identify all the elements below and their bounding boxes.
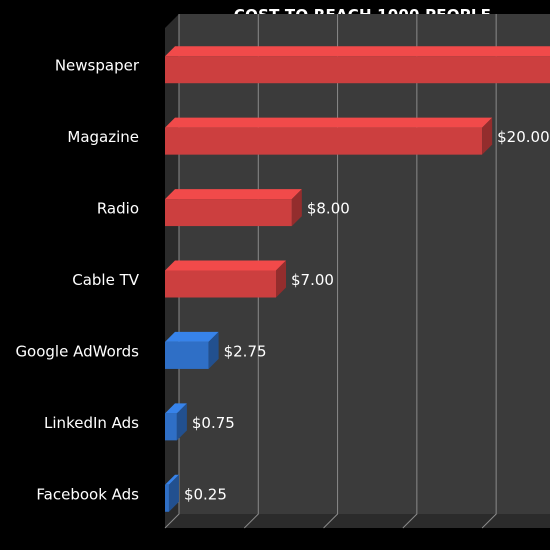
bar-top — [165, 117, 493, 128]
bar — [165, 260, 286, 298]
bar-top — [165, 331, 219, 342]
bar-end — [291, 189, 302, 227]
bar-front — [165, 199, 292, 227]
bar-top — [165, 46, 550, 57]
data-label: $0.75 — [192, 414, 235, 432]
data-label: $0.25 — [184, 485, 227, 503]
gridline — [323, 14, 339, 529]
bar-front — [165, 413, 177, 441]
bar — [165, 474, 179, 512]
bar-top — [165, 403, 187, 414]
category-label: Radio — [97, 200, 139, 218]
bar-end — [482, 117, 493, 155]
bar — [165, 117, 493, 155]
gridline — [481, 14, 497, 529]
category-label: Facebook Ads — [36, 485, 139, 503]
bar-front — [165, 270, 276, 298]
gridline — [164, 14, 180, 529]
category-label: Newspaper — [55, 57, 140, 75]
bar-front — [165, 341, 209, 369]
data-label: $2.75 — [224, 342, 267, 360]
gridline — [243, 14, 259, 529]
data-label: $20.00 — [497, 128, 549, 146]
gridlines — [164, 14, 497, 529]
category-label: Google AdWords — [15, 342, 139, 360]
bars — [165, 46, 550, 512]
bar-top — [165, 474, 179, 485]
bar-front — [165, 127, 483, 155]
category-label: LinkedIn Ads — [44, 414, 139, 432]
bar — [165, 403, 187, 441]
plot-floor — [165, 514, 550, 528]
data-label: $8.00 — [307, 200, 350, 218]
bar-end — [176, 403, 187, 441]
bar-front — [165, 56, 550, 84]
bar-end — [276, 260, 286, 298]
bar-top — [165, 189, 302, 200]
bar — [165, 189, 302, 227]
bar — [165, 46, 550, 84]
bar — [165, 331, 219, 369]
gridline — [402, 14, 418, 529]
category-label: Magazine — [67, 128, 139, 146]
bar-top — [165, 260, 286, 271]
category-label: Cable TV — [72, 271, 140, 289]
bar-front — [165, 484, 169, 512]
data-label: $7.00 — [291, 271, 334, 289]
bar-end — [208, 331, 219, 369]
bar-end — [168, 474, 179, 512]
